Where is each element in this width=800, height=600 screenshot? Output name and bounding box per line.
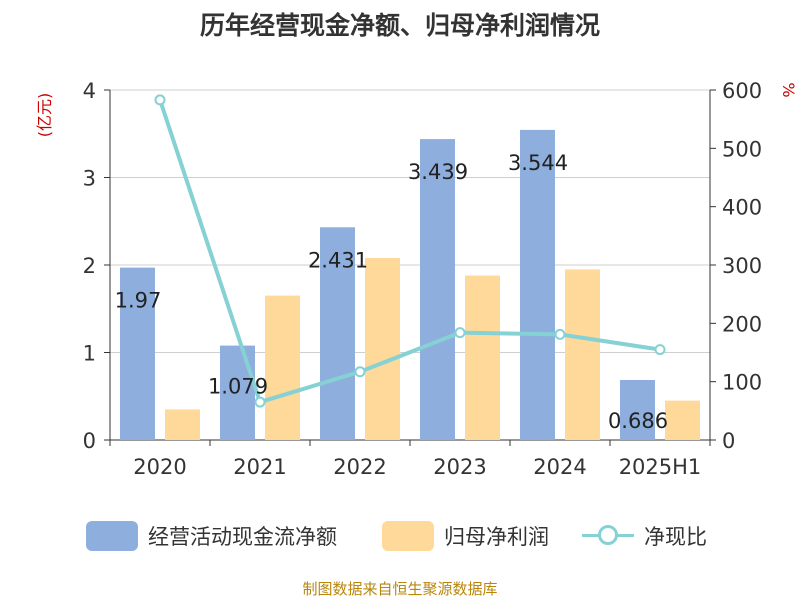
legend-label-operating-cashflow: 经营活动现金流净额	[148, 525, 337, 549]
point-cash-ratio	[254, 396, 266, 408]
y-right-unit: %	[779, 82, 798, 97]
legend-label-cash-ratio: 净现比	[644, 525, 707, 549]
point-cash-ratio	[554, 328, 566, 340]
bar-net-profit	[465, 275, 500, 440]
y-right-tick-label: 200	[722, 312, 762, 336]
legend-swatch-cash-ratio	[582, 521, 634, 551]
y-right-tick-label: 400	[722, 196, 762, 220]
bar-net-profit	[565, 269, 600, 440]
bar-net-profit	[165, 409, 200, 440]
x-tick-label: 2022	[333, 455, 386, 479]
x-tick-label: 2020	[133, 455, 186, 479]
x-tick-label: 2025H1	[619, 455, 702, 479]
legend-swatch-operating-cashflow	[86, 521, 138, 551]
legend-item-net-profit[interactable]: 归母净利润	[382, 518, 549, 554]
data-label-operating-cashflow: 1.079	[208, 375, 268, 399]
source-note: 制图数据来自恒生聚源数据库	[302, 580, 498, 598]
y-left-tick-label: 0	[83, 429, 96, 453]
bar-operating-cashflow	[320, 227, 355, 440]
point-cash-ratio	[354, 366, 366, 378]
y-right-tick-label: 0	[722, 429, 735, 453]
data-label-operating-cashflow: 1.97	[115, 289, 162, 313]
y-left-tick-label: 4	[83, 79, 96, 103]
y-left-tick-label: 2	[83, 254, 96, 278]
legend-item-operating-cashflow[interactable]: 经营活动现金流净额	[86, 518, 337, 554]
y-right-tick-label: 600	[722, 79, 762, 103]
legend-label-net-profit: 归母净利润	[444, 525, 549, 549]
y-right-tick-label: 500	[722, 137, 762, 161]
bar-operating-cashflow	[120, 267, 155, 440]
y-right-tick-label: 100	[722, 371, 762, 395]
data-label-operating-cashflow: 3.439	[408, 160, 468, 184]
data-label-operating-cashflow: 2.431	[308, 248, 368, 272]
bar-operating-cashflow	[420, 139, 455, 440]
point-cash-ratio	[654, 344, 666, 356]
legend-item-cash-ratio[interactable]: 净现比	[582, 518, 707, 554]
legend-swatch-net-profit	[382, 521, 434, 551]
legend: 经营活动现金流净额 归母净利润 净现比	[0, 518, 800, 554]
y-left-tick-label: 1	[83, 342, 96, 366]
data-label-operating-cashflow: 3.544	[508, 151, 568, 175]
x-tick-label: 2021	[233, 455, 286, 479]
line-cash-ratio	[158, 99, 661, 405]
bar-operating-cashflow	[620, 379, 655, 440]
bar-net-profit	[665, 400, 700, 440]
x-tick-label: 2023	[433, 455, 486, 479]
y-left-unit: (亿元)	[35, 93, 54, 138]
point-cash-ratio	[154, 94, 166, 106]
bar-net-profit	[265, 295, 300, 440]
point-cash-ratio	[454, 327, 466, 339]
bar-net-profit	[365, 258, 400, 440]
x-tick-label: 2024	[533, 455, 586, 479]
data-label-operating-cashflow: 0.686	[608, 409, 668, 433]
bar-operating-cashflow	[220, 345, 255, 440]
y-left-tick-label: 3	[83, 167, 96, 191]
chart-title: 历年经营现金净额、归母净利润情况	[199, 11, 600, 40]
y-right-tick-label: 300	[722, 254, 762, 278]
bar-operating-cashflow	[520, 129, 555, 440]
